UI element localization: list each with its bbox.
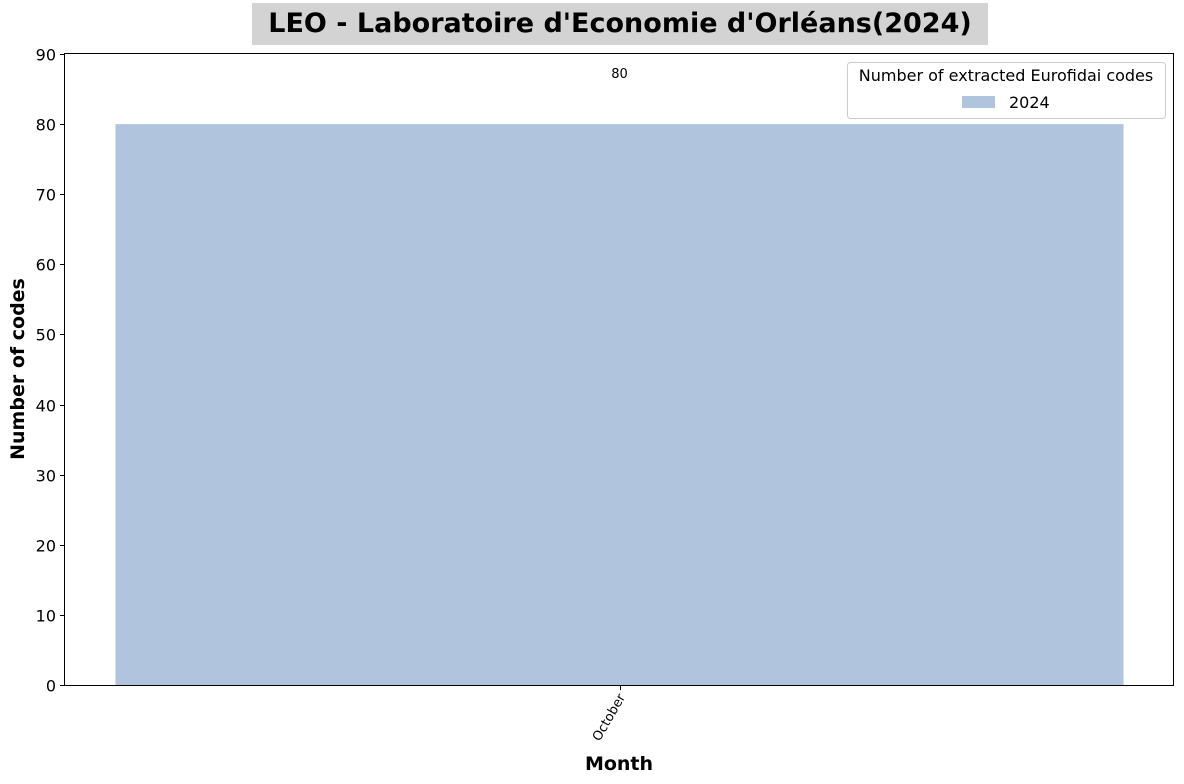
plot-area <box>64 53 1174 686</box>
data-labels-layer: 80 <box>611 67 628 82</box>
chart-title: LEO - Laboratoire d'Economie d'Orléans(2… <box>268 8 971 39</box>
legend: Number of extracted Eurofidai codes 2024 <box>847 62 1166 119</box>
y-tick-label: 50 <box>36 326 56 345</box>
bar-october <box>115 124 1124 686</box>
y-tick-label: 60 <box>36 256 56 275</box>
y-tick-label: 30 <box>36 467 56 486</box>
y-tick-label: 40 <box>36 397 56 416</box>
y-tick-label: 90 <box>36 46 56 65</box>
y-tick-label: 70 <box>36 186 56 205</box>
x-tick-label-october: October <box>590 691 629 744</box>
y-tick-label: 20 <box>36 537 56 556</box>
y-axis: 0 10 20 30 40 50 60 70 80 90 <box>36 46 65 696</box>
y-axis-title: Number of codes <box>7 278 29 460</box>
data-label-october: 80 <box>611 67 628 82</box>
x-axis: October <box>590 685 629 744</box>
title-background <box>252 3 988 45</box>
y-tick-label: 10 <box>36 607 56 626</box>
x-axis-title: Month <box>585 753 653 775</box>
bars-layer <box>115 124 1124 686</box>
y-tick-label: 80 <box>36 116 56 135</box>
legend-box <box>847 62 1166 119</box>
legend-swatch-2024 <box>962 96 995 108</box>
y-tick-label: 0 <box>46 677 56 696</box>
legend-title: Number of extracted Eurofidai codes <box>859 66 1153 85</box>
legend-label-2024: 2024 <box>1009 93 1050 112</box>
